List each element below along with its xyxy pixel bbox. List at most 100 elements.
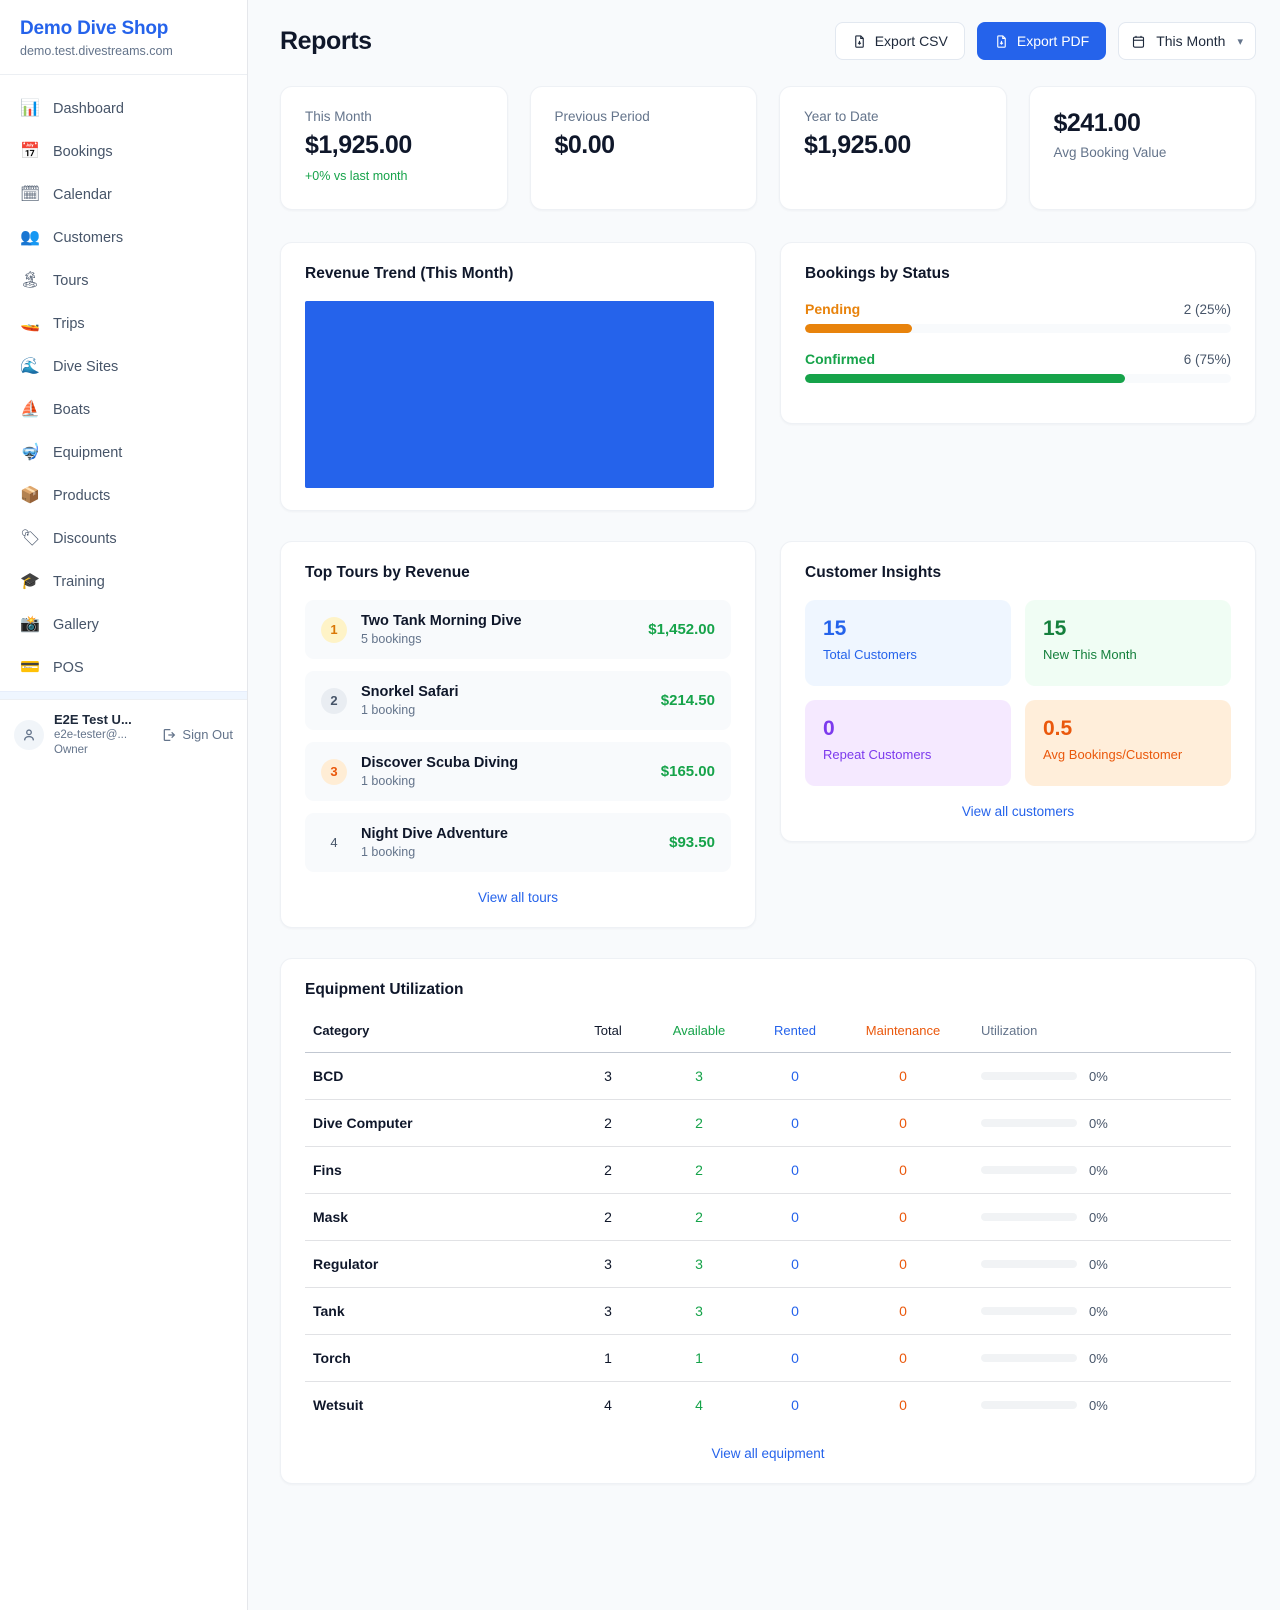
table-row: Mask 2 2 0 0 0% [305, 1193, 1231, 1241]
equipment-rented: 0 [747, 1052, 843, 1100]
insight-tile: 15 Total Customers [805, 600, 1011, 686]
sidebar-item-bookings[interactable]: 📅 Bookings [0, 130, 247, 173]
table-row: Dive Computer 2 2 0 0 0% [305, 1099, 1231, 1147]
table-row: Wetsuit 4 4 0 0 0% [305, 1381, 1231, 1428]
tour-row[interactable]: 2 Snorkel Safari 1 booking $214.50 [305, 671, 731, 730]
export-pdf-button[interactable]: Export PDF [976, 22, 1107, 60]
sidebar-item-gallery[interactable]: 📸 Gallery [0, 603, 247, 646]
sidebar-item-equipment[interactable]: 🤿 Equipment [0, 431, 247, 474]
equipment-total: 2 [565, 1099, 651, 1147]
revenue-trend-title: Revenue Trend (This Month) [305, 265, 514, 282]
insight-tile: 0.5 Avg Bookings/Customer [1025, 700, 1231, 786]
sidebar-item-boats[interactable]: ⛵ Boats [0, 388, 247, 431]
revenue-trend-chart [305, 301, 714, 488]
stat-label: Previous Period [554, 109, 650, 124]
status-progress-fill [805, 324, 912, 333]
utilization-track [981, 1166, 1077, 1174]
equipment-rented: 0 [747, 1334, 843, 1382]
sidebar-item-tours[interactable]: 🏝 Tours [0, 259, 247, 302]
user-profile[interactable]: E2E Test U... e2e-tester@... Owner Sign … [0, 699, 247, 769]
stat-value: $1,925.00 [305, 131, 412, 159]
tour-info: Night Dive Adventure 1 booking [361, 826, 508, 859]
view-all-equipment-link[interactable]: View all equipment [711, 1446, 825, 1461]
sidebar-item-discounts[interactable]: 🏷 Discounts [0, 517, 247, 560]
file-download-icon [994, 34, 1009, 49]
tour-row[interactable]: 4 Night Dive Adventure 1 booking $93.50 [305, 813, 731, 872]
table-row: Torch 1 1 0 0 0% [305, 1334, 1231, 1382]
sidebar-item-training[interactable]: 🎓 Training [0, 560, 247, 603]
stat-label: Year to Date [804, 109, 879, 124]
insight-value: 15 [1043, 617, 1067, 640]
export-pdf-label: Export PDF [1016, 33, 1090, 49]
view-all-customers-link[interactable]: View all customers [961, 804, 1075, 819]
brand-block: Demo Dive Shop demo.test.divestreams.com [0, 0, 247, 75]
equipment-available: 3 [651, 1052, 747, 1100]
equipment-utilization-cell: 0% [963, 1193, 1231, 1241]
utilization-percent: 0% [1089, 1068, 1108, 1084]
summary-stats: This Month $1,925.00 +0% vs last month Pr… [280, 86, 1256, 210]
utilization-track [981, 1260, 1077, 1268]
equipment-category: Wetsuit [305, 1381, 565, 1428]
utilization-percent: 0% [1089, 1350, 1108, 1366]
customers-icon: 👥 [20, 228, 40, 246]
equipment-utilization-cell: 0% [963, 1381, 1231, 1428]
utilization-percent: 0% [1089, 1209, 1108, 1225]
export-csv-label: Export CSV [874, 33, 948, 49]
equipment-available: 2 [651, 1146, 747, 1194]
utilization-wrap: 0% [981, 1304, 1223, 1319]
tour-row[interactable]: 1 Two Tank Morning Dive 5 bookings $1,45… [305, 600, 731, 659]
sidebar-item-dive-sites[interactable]: 🌊 Dive Sites [0, 345, 247, 388]
charts-row: Revenue Trend (This Month) Bookings by S… [280, 242, 1256, 511]
sidebar-item-label: POS [53, 659, 84, 676]
equipment-maintenance: 0 [843, 1287, 963, 1335]
sidebar-item-pos[interactable]: 💳 POS [0, 646, 247, 689]
equipment-utilization-panel: Equipment Utilization Category Total Avail… [280, 958, 1256, 1484]
utilization-percent: 0% [1089, 1303, 1108, 1319]
sidebar-nav: 📊 Dashboard 📅 Bookings 🗓 Calendar 👥 Cust… [0, 75, 247, 689]
chevron-down-icon: ▾ [1237, 35, 1243, 48]
sign-out-icon [161, 727, 177, 743]
equipment-category: Dive Computer [305, 1099, 565, 1147]
sidebar-item-calendar[interactable]: 🗓 Calendar [0, 173, 247, 216]
equipment-table: Category Total Available Rented Maintenance U… [305, 1017, 1231, 1428]
equipment-total: 4 [565, 1381, 651, 1428]
view-all-tours-link[interactable]: View all tours [477, 890, 559, 905]
stat-card: $241.00 Avg Booking Value [1028, 86, 1256, 210]
calendar-icon: 🗓 [20, 185, 41, 203]
equipment-total: 2 [565, 1193, 651, 1241]
sidebar-item-label: Bookings [53, 143, 113, 160]
sidebar-item-dashboard[interactable]: 📊 Dashboard [0, 87, 247, 130]
tour-row[interactable]: 3 Discover Scuba Diving 1 booking $165.0… [305, 742, 731, 801]
status-name: Confirmed [805, 351, 875, 367]
equipment-maintenance: 0 [843, 1099, 963, 1147]
calendar-icon [1131, 34, 1146, 49]
tours-icon: 🏝 [20, 271, 41, 289]
date-range-select[interactable]: This Month ▾ [1118, 22, 1256, 60]
table-row: Tank 3 3 0 0 0% [305, 1287, 1231, 1335]
tour-rank-badge: 1 [321, 616, 347, 643]
status-progress-track [805, 374, 1231, 383]
column-header: Maintenance [865, 1023, 941, 1038]
header-actions: Export CSV Export PDF [834, 22, 1256, 60]
equipment-maintenance: 0 [843, 1052, 963, 1100]
export-csv-button[interactable]: Export CSV [834, 22, 965, 60]
avatar [14, 719, 44, 750]
equipment-category: BCD [305, 1052, 565, 1100]
equipment-rented: 0 [747, 1381, 843, 1428]
tour-revenue: $165.00 [660, 763, 715, 780]
sign-out-button[interactable]: Sign Out [161, 727, 233, 743]
tour-bookings: 5 bookings [361, 632, 422, 646]
page-title: Reports [280, 26, 372, 55]
insight-label: Avg Bookings/Customer [1043, 747, 1183, 762]
sidebar-item-customers[interactable]: 👥 Customers [0, 216, 247, 259]
sidebar-item-products[interactable]: 📦 Products [0, 474, 247, 517]
tour-rank-badge: 4 [330, 835, 338, 850]
column-header: Total [594, 1023, 622, 1038]
user-role: Owner [54, 743, 88, 756]
utilization-percent: 0% [1089, 1162, 1108, 1178]
sidebar: Demo Dive Shop demo.test.divestreams.com… [0, 0, 248, 1610]
sidebar-item-label: Products [53, 487, 111, 504]
sidebar-item-trips[interactable]: 🚤 Trips [0, 302, 247, 345]
equipment-available: 2 [651, 1099, 747, 1147]
brand-title: Demo Dive Shop [20, 18, 169, 39]
